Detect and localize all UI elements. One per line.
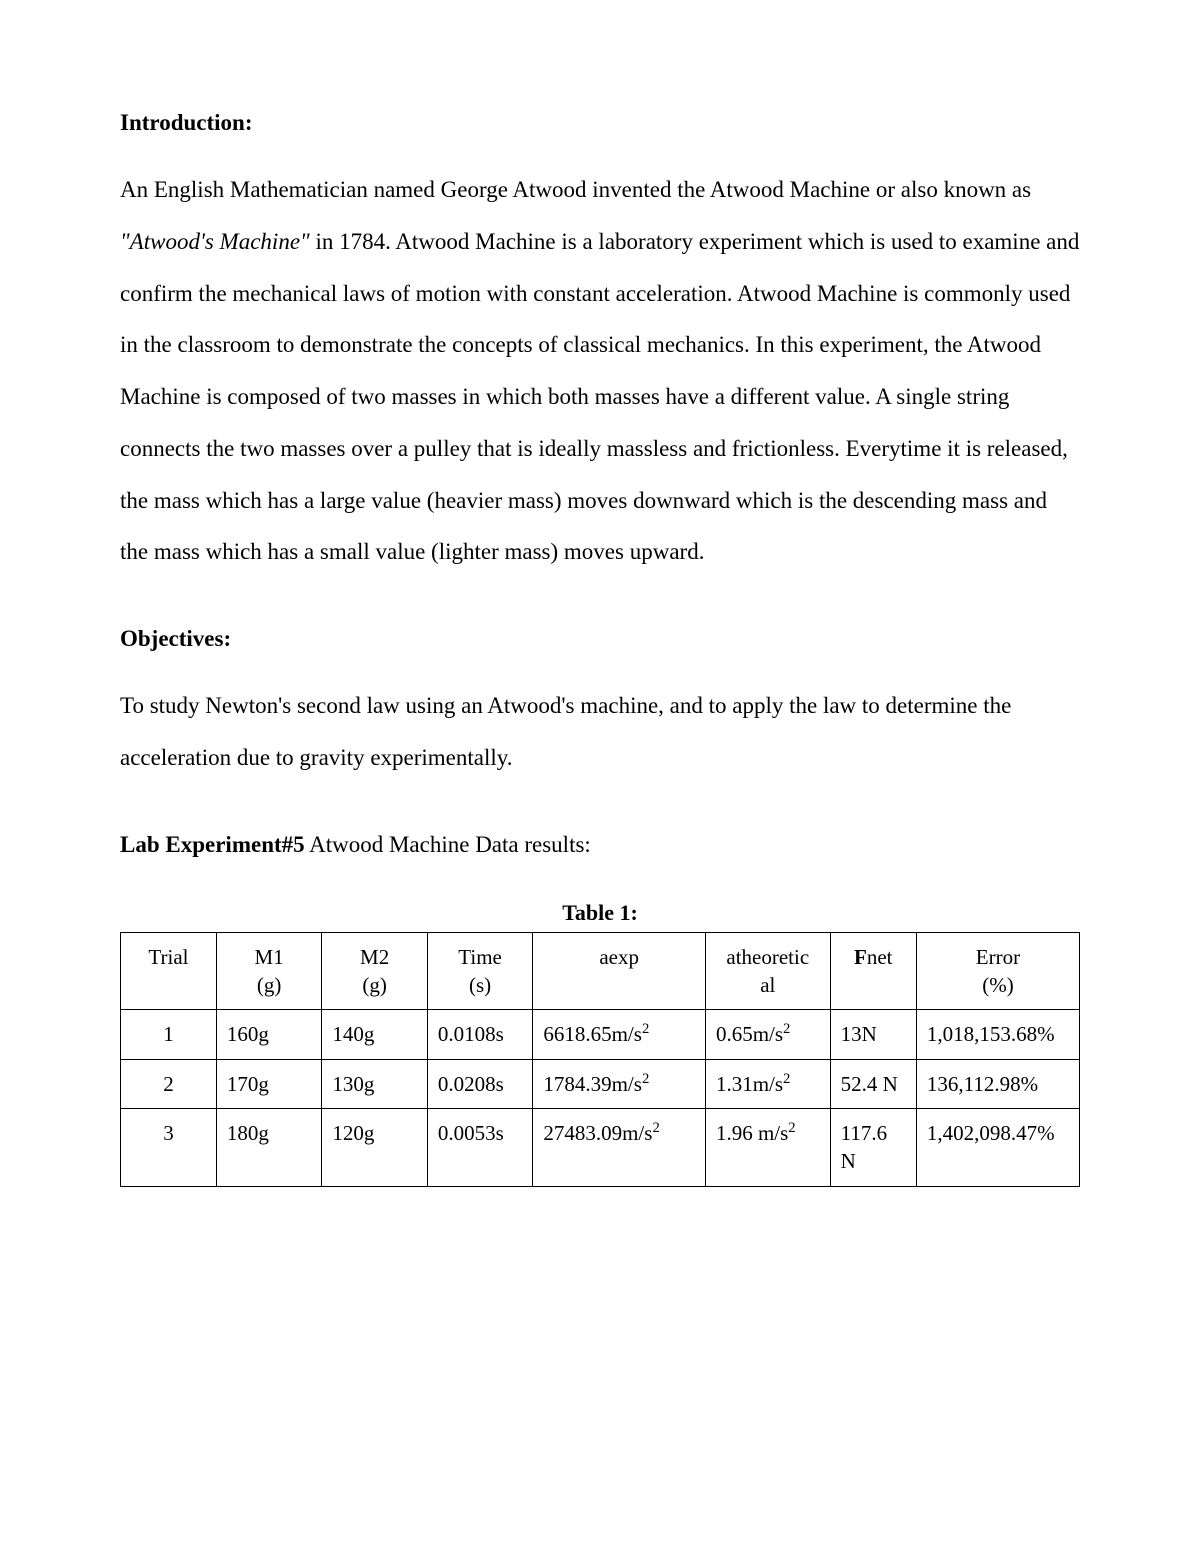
cell-atheo: 1.31m/s2 bbox=[705, 1059, 830, 1108]
intro-italic: "Atwood's Machine" bbox=[120, 229, 310, 254]
heading-introduction: Introduction: bbox=[120, 110, 1080, 136]
lab-rest: Atwood Machine Data results: bbox=[305, 832, 591, 857]
th-m1: M1(g) bbox=[216, 932, 321, 1010]
cell-m1: 170g bbox=[216, 1059, 321, 1108]
cell-m1: 180g bbox=[216, 1108, 321, 1186]
cell-trial: 2 bbox=[121, 1059, 217, 1108]
document-page: Introduction: An English Mathematician n… bbox=[0, 0, 1200, 1553]
cell-time: 0.0053s bbox=[427, 1108, 532, 1186]
cell-aexp: 1784.39m/s2 bbox=[533, 1059, 706, 1108]
cell-error: 1,018,153.68% bbox=[916, 1010, 1079, 1059]
data-table: Trial M1(g) M2(g) Time(s) aexp atheoreti… bbox=[120, 932, 1080, 1187]
cell-trial: 1 bbox=[121, 1010, 217, 1059]
cell-time: 0.0108s bbox=[427, 1010, 532, 1059]
cell-fnet: 13N bbox=[830, 1010, 916, 1059]
th-aexp: aexp bbox=[533, 932, 706, 1010]
cell-fnet: 52.4 N bbox=[830, 1059, 916, 1108]
cell-error: 136,112.98% bbox=[916, 1059, 1079, 1108]
cell-fnet: 117.6 N bbox=[830, 1108, 916, 1186]
cell-m2: 120g bbox=[322, 1108, 427, 1186]
th-atheo: atheoretical bbox=[705, 932, 830, 1010]
table-body: 1 160g 140g 0.0108s 6618.65m/s2 0.65m/s2… bbox=[121, 1010, 1080, 1186]
heading-objectives: Objectives: bbox=[120, 626, 1080, 652]
table-header-row: Trial M1(g) M2(g) Time(s) aexp atheoreti… bbox=[121, 932, 1080, 1010]
table-caption: Table 1: bbox=[120, 900, 1080, 926]
lab-experiment-line: Lab Experiment#5 Atwood Machine Data res… bbox=[120, 832, 1080, 858]
cell-error: 1,402,098.47% bbox=[916, 1108, 1079, 1186]
intro-paragraph: An English Mathematician named George At… bbox=[120, 164, 1080, 578]
th-time: Time(s) bbox=[427, 932, 532, 1010]
lab-prefix: Lab Experiment#5 bbox=[120, 832, 305, 857]
table-row: 2 170g 130g 0.0208s 1784.39m/s2 1.31m/s2… bbox=[121, 1059, 1080, 1108]
cell-atheo: 0.65m/s2 bbox=[705, 1010, 830, 1059]
cell-aexp: 27483.09m/s2 bbox=[533, 1108, 706, 1186]
table-row: 1 160g 140g 0.0108s 6618.65m/s2 0.65m/s2… bbox=[121, 1010, 1080, 1059]
th-m2: M2(g) bbox=[322, 932, 427, 1010]
intro-text-b: in 1784. Atwood Machine is a laboratory … bbox=[120, 229, 1079, 565]
th-fnet: Fnet bbox=[830, 932, 916, 1010]
cell-trial: 3 bbox=[121, 1108, 217, 1186]
cell-atheo: 1.96 m/s2 bbox=[705, 1108, 830, 1186]
objectives-paragraph: To study Newton's second law using an At… bbox=[120, 680, 1080, 784]
cell-time: 0.0208s bbox=[427, 1059, 532, 1108]
cell-m2: 140g bbox=[322, 1010, 427, 1059]
cell-m2: 130g bbox=[322, 1059, 427, 1108]
cell-aexp: 6618.65m/s2 bbox=[533, 1010, 706, 1059]
th-trial: Trial bbox=[121, 932, 217, 1010]
intro-text-a: An English Mathematician named George At… bbox=[120, 177, 1031, 202]
th-error: Error(%) bbox=[916, 932, 1079, 1010]
table-row: 3 180g 120g 0.0053s 27483.09m/s2 1.96 m/… bbox=[121, 1108, 1080, 1186]
cell-m1: 160g bbox=[216, 1010, 321, 1059]
